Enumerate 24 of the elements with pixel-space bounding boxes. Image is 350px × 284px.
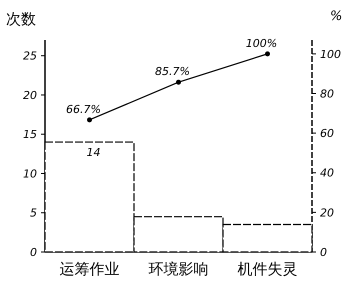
y-tick-label: 5 [30,206,37,220]
y2-tick-label: 20 [320,206,334,220]
point [176,80,181,85]
y2-tick-label: 100 [320,48,341,61]
point [265,51,270,56]
data-label: 100% [246,36,278,50]
y-tick-label: 15 [23,128,37,142]
y2-tick-label: 60 [320,127,334,140]
data-label: 85.7% [155,65,190,78]
y-tick-label: 10 [23,167,37,180]
x-tick-label: 环境影响 [148,260,208,278]
y2-tick-label: 80 [320,87,334,100]
y2-tick-label: 40 [320,166,334,180]
x-tick-label: 运筹作业 [60,260,120,278]
data-label: 14 [86,146,100,160]
x-tick-label: 机件失灵 [238,260,298,278]
y2-tick-label: 0 [320,246,327,259]
point [87,117,92,122]
y-tick-label: 20 [23,88,37,102]
y-tick-label: 25 [23,50,37,63]
y2-axis-title: % [330,9,342,24]
data-label: 66.7% [66,102,101,116]
y-axis-title: 次数 [6,10,36,28]
y-tick-label: 0 [30,246,37,259]
